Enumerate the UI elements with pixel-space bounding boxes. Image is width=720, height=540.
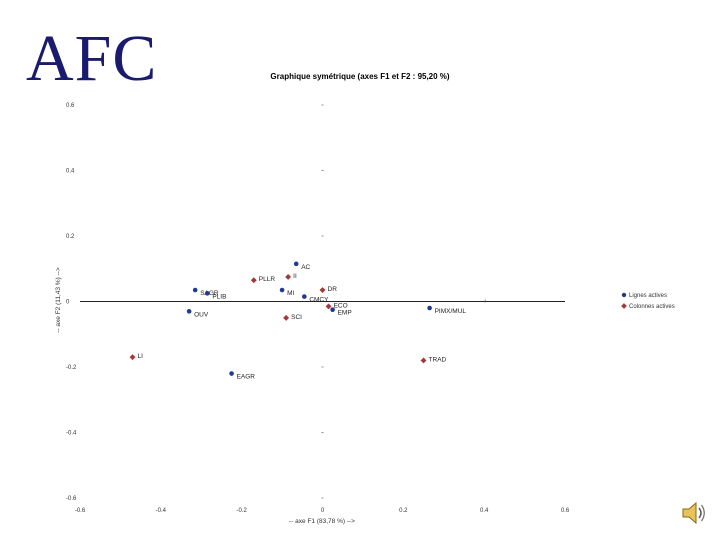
column-point [250, 277, 257, 284]
point-label: SCI [291, 314, 302, 321]
x-tick-label: 0 [321, 508, 325, 514]
row-point [330, 307, 335, 312]
column-point [129, 354, 136, 361]
chart-title: Graphique symétrique (axes F1 et F2 : 95… [270, 72, 450, 81]
row-point [302, 294, 307, 299]
speaker-icon[interactable] [680, 500, 708, 526]
legend-marker [621, 303, 627, 309]
y-tick-label: 0.6 [66, 103, 75, 109]
row-point [427, 305, 432, 311]
y-axis-title: -- axe F2 (11,43 %) --> [55, 267, 62, 333]
y-tick-label: -0.6 [66, 496, 77, 502]
points-layer: ACSAGROUVPLIBMICMCYEMPPIMX/MULEAGRPLLRII… [129, 261, 467, 381]
point-label: II [293, 273, 297, 280]
row-point [229, 371, 234, 376]
column-point [325, 303, 332, 310]
y-tick-label: 0.2 [66, 234, 75, 240]
point-label: DR [328, 286, 338, 293]
x-tick-label: -0.2 [236, 508, 247, 514]
point-label: EMP [338, 310, 352, 317]
point-label: CMCY [309, 297, 329, 304]
point-label: EAGR [237, 374, 256, 381]
point-label: TRAD [429, 356, 447, 363]
y-tick-label: -0.4 [66, 431, 77, 437]
row-point [279, 287, 285, 293]
legend-label: Lignes actives [629, 293, 667, 299]
row-point [293, 261, 299, 267]
legend: Lignes actives Colonnes actives [621, 292, 675, 310]
x-tick-label: -0.6 [75, 508, 86, 514]
point-label: PLLR [259, 276, 276, 283]
x-tick-label: 0.6 [561, 508, 570, 514]
x-tick-label: 0.4 [480, 508, 489, 514]
legend-label: Colonnes actives [629, 304, 675, 310]
column-point [285, 273, 292, 280]
row-point [192, 287, 198, 293]
point-label: MI [287, 290, 294, 297]
x-tick-label: -0.4 [156, 508, 167, 514]
slide-title: AFC [26, 22, 158, 95]
point-label: LI [138, 353, 144, 360]
x-tick-label: 0.2 [399, 508, 408, 514]
row-point [205, 291, 210, 296]
point-label: PLIB [212, 293, 226, 300]
point-label: AC [301, 264, 310, 271]
column-point [420, 357, 427, 364]
row-point [186, 309, 192, 314]
legend-marker [621, 292, 627, 298]
y-tick-label: 0.4 [66, 169, 75, 175]
x-axis-title: -- axe F1 (83,78 %) --> [289, 518, 355, 525]
y-tick-label: -0.2 [66, 365, 77, 371]
point-label: PIMX/MUL [435, 308, 467, 315]
point-label: OUV [194, 311, 209, 318]
axes-layer: 0.6 0.4 0.2 0 -0.2 -0.4 -0.6 -0.6 -0.4 -0.2 0 0.2 0.… [66, 103, 570, 514]
point-label: ECO [334, 302, 348, 309]
y-tick-label: 0 [66, 300, 70, 306]
column-point [319, 287, 326, 294]
column-point [283, 314, 290, 321]
